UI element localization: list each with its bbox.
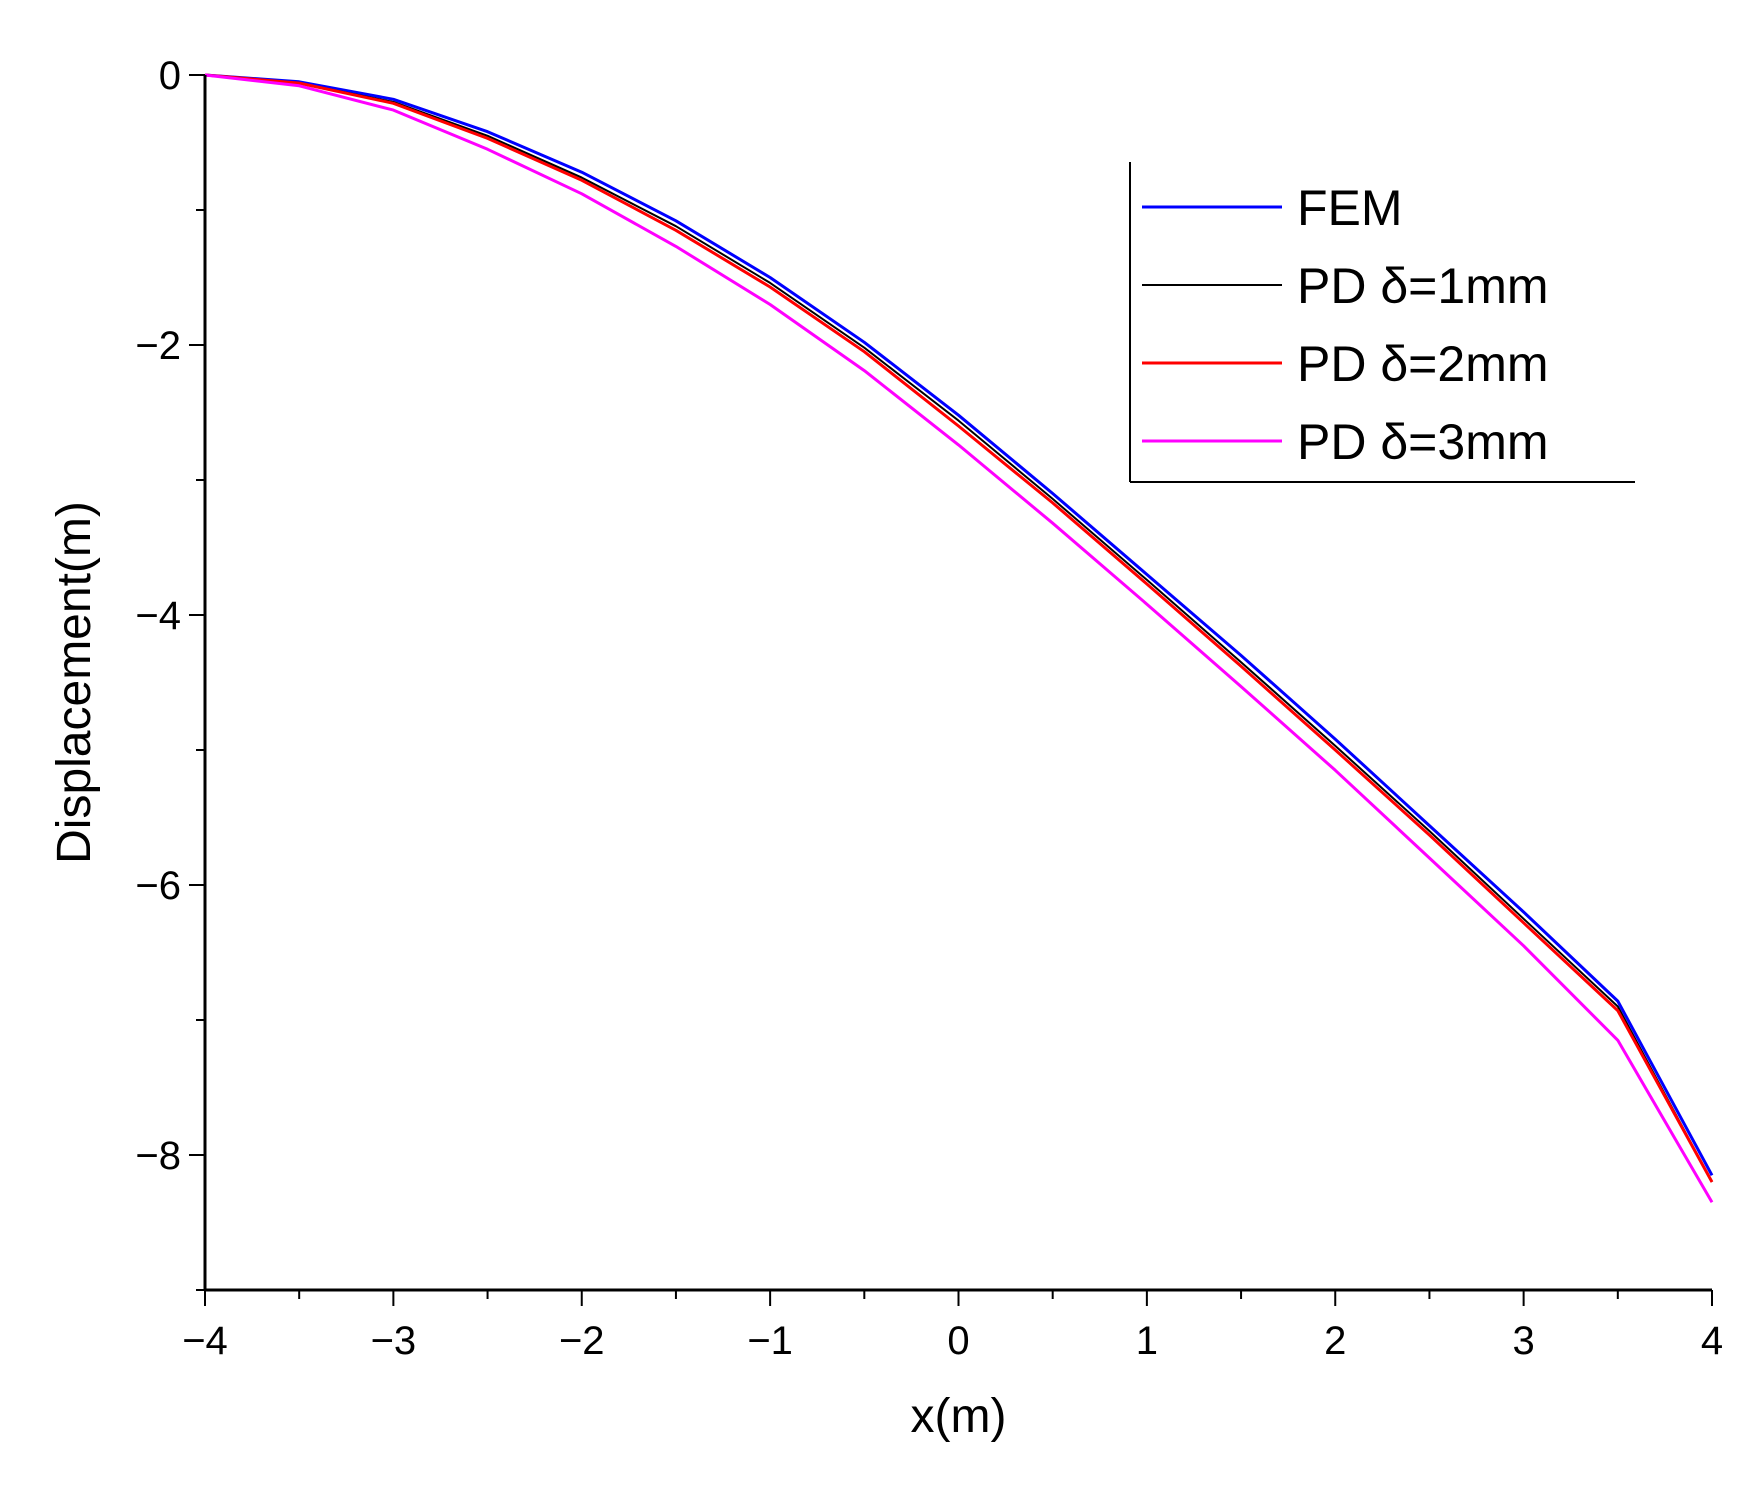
x-tick-label: −1 [747, 1319, 793, 1363]
series-line-4 [204, 73, 1714, 1204]
y-tick-label: −4 [135, 594, 181, 638]
legend: FEM PD δ=1mm PD δ=2mm PD δ=3mm [1129, 162, 1635, 483]
series-line-3 [204, 73, 1714, 1183]
x-tick-label: 1 [1136, 1319, 1158, 1363]
series-line-2 [204, 74, 1713, 1183]
x-axis-title: x(m) [911, 1390, 1007, 1443]
x-tick-label: 4 [1701, 1319, 1723, 1363]
x-tick-label: −4 [182, 1319, 228, 1363]
x-tick-label: 0 [947, 1319, 969, 1363]
y-tick-label: −8 [135, 1134, 181, 1178]
series-line-1 [204, 73, 1714, 1177]
y-tick-label: 0 [159, 54, 181, 98]
y-tick-label: −2 [135, 324, 181, 368]
legend-label: FEM [1297, 180, 1403, 236]
legend-label: PD δ=1mm [1297, 258, 1549, 314]
x-tick-label: 2 [1324, 1319, 1346, 1363]
legend-label: PD δ=3mm [1297, 414, 1549, 470]
y-tick-label: −6 [135, 864, 181, 908]
x-tick-label: 3 [1513, 1319, 1535, 1363]
legend-label: PD δ=2mm [1297, 336, 1549, 392]
axes-layer: −4 −3 −2 −1 0 1 2 3 4 0 −2 −4 −6 −8 [135, 54, 1723, 1363]
x-tick-label: −2 [559, 1319, 605, 1363]
series-layer [204, 73, 1714, 1204]
y-axis-title: Displacement(m) [48, 501, 101, 864]
x-tick-label: −3 [371, 1319, 417, 1363]
